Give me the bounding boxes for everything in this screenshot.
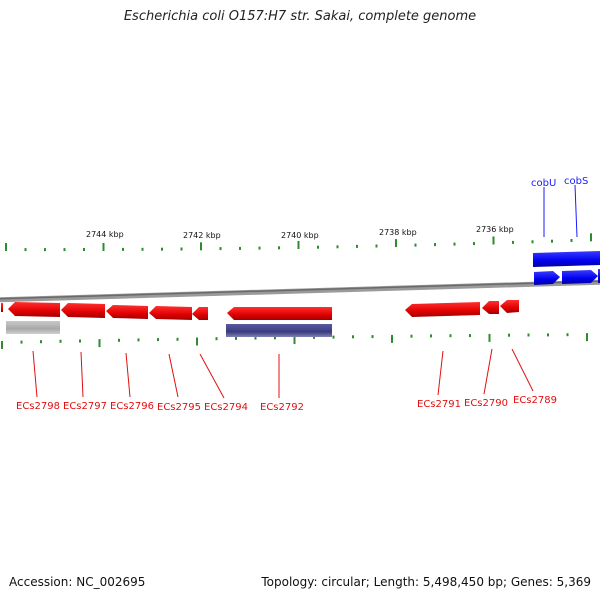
pseudo-feature-block: [6, 321, 60, 334]
reverse-gene-ECs2798: [8, 302, 60, 317]
scale-label-2742: 2742 kbp: [183, 231, 221, 240]
scale-label-2738: 2738 kbp: [379, 228, 417, 237]
scale-label-2740: 2740 kbp: [281, 231, 319, 240]
gene-label-ECs2796: ECs2796: [110, 401, 154, 412]
genome-summary-label: Topology: circular; Length: 5,498,450 bp…: [261, 575, 591, 589]
reverse-gene-ECs2789: [500, 300, 519, 313]
reverse-gene-ECs2791: [405, 302, 480, 317]
gene-label-ECs2797: ECs2797: [63, 401, 107, 412]
scale-label-2736: 2736 kbp: [476, 225, 514, 234]
leader-cobS: [574, 184, 578, 238]
reverse-gene-ECs2796: [106, 305, 148, 319]
tick-row-top: [5, 233, 592, 252]
forward-gene-1: [534, 271, 560, 285]
bottom-gene-labels: ECs2798 ECs2797 ECs2796 ECs2795 ECs2794 …: [16, 348, 557, 413]
reverse-gene-ECs2797: [61, 303, 105, 318]
accession-label: Accession: NC_002695: [9, 575, 146, 589]
reverse-gene-ECs2790: [482, 301, 499, 314]
gene-label-ECs2794: ECs2794: [204, 402, 248, 413]
reverse-gene-edge: [1, 303, 3, 312]
gene-label-ECs2795: ECs2795: [157, 402, 201, 413]
map-title: Escherichia coli O157:H7 str. Sakai, com…: [123, 9, 477, 24]
gene-label-ECs2789: ECs2789: [513, 395, 557, 406]
gene-label-ECs2791: ECs2791: [417, 399, 461, 410]
rna-feature-block: [226, 324, 332, 337]
forward-gene-2: [562, 270, 598, 284]
scale-label-2744: 2744 kbp: [86, 230, 124, 239]
reverse-gene-ECs2794: [192, 307, 208, 320]
gene-label-ECs2798: ECs2798: [16, 401, 60, 412]
forward-gene-cobU: [533, 251, 600, 267]
reverse-gene-ECs2795: [149, 306, 192, 320]
gene-label-cobU: cobU: [531, 178, 556, 189]
genome-backbone: [0, 279, 600, 303]
gene-label-ECs2790: ECs2790: [464, 398, 508, 409]
reverse-gene-ECs2792: [227, 307, 332, 320]
gene-label-cobS: cobS: [564, 176, 588, 187]
genome-backbone-edge: [0, 280, 600, 300]
gene-label-ECs2792: ECs2792: [260, 402, 304, 413]
